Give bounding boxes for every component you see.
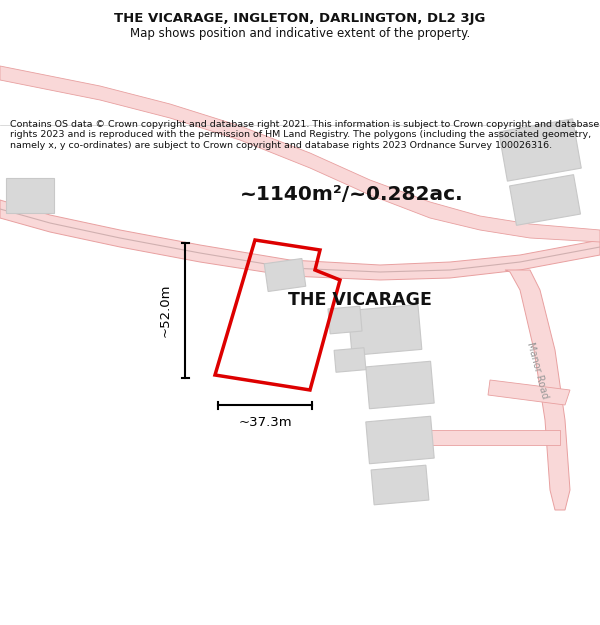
Text: Contains OS data © Crown copyright and database right 2021. This information is : Contains OS data © Crown copyright and d… bbox=[10, 120, 599, 150]
Polygon shape bbox=[488, 380, 570, 405]
Text: ~1140m²/~0.282ac.: ~1140m²/~0.282ac. bbox=[240, 186, 464, 204]
Polygon shape bbox=[430, 430, 560, 445]
Text: Manor Road: Manor Road bbox=[524, 341, 550, 399]
Polygon shape bbox=[348, 304, 422, 356]
Polygon shape bbox=[0, 200, 600, 280]
Polygon shape bbox=[505, 270, 570, 510]
Polygon shape bbox=[371, 465, 429, 505]
Text: ~52.0m: ~52.0m bbox=[158, 284, 172, 338]
Polygon shape bbox=[366, 416, 434, 464]
Polygon shape bbox=[334, 348, 366, 372]
Polygon shape bbox=[0, 66, 600, 242]
Text: THE VICARAGE, INGLETON, DARLINGTON, DL2 3JG: THE VICARAGE, INGLETON, DARLINGTON, DL2 … bbox=[115, 12, 485, 25]
Polygon shape bbox=[509, 174, 580, 226]
Polygon shape bbox=[328, 306, 362, 334]
Text: Map shows position and indicative extent of the property.: Map shows position and indicative extent… bbox=[130, 27, 470, 40]
Polygon shape bbox=[366, 361, 434, 409]
Polygon shape bbox=[6, 177, 54, 212]
Polygon shape bbox=[264, 259, 306, 291]
Text: THE VICARAGE: THE VICARAGE bbox=[288, 291, 432, 309]
Text: ~37.3m: ~37.3m bbox=[238, 416, 292, 429]
Polygon shape bbox=[499, 119, 581, 181]
